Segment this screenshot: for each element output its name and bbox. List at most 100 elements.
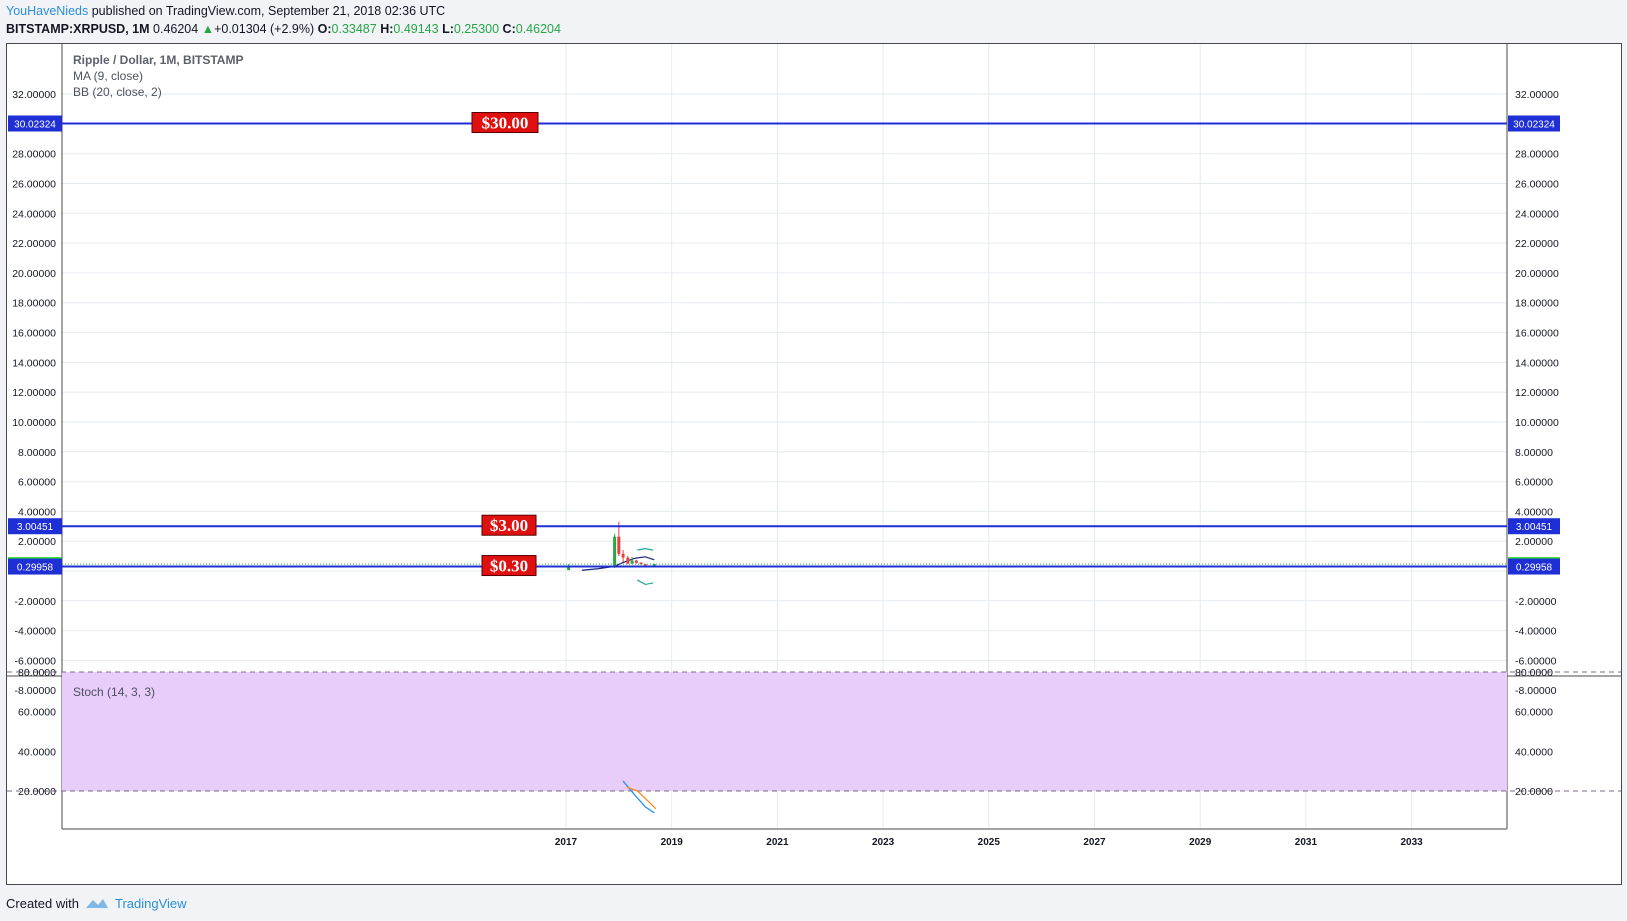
x-tick-label: 2023	[872, 837, 895, 848]
close-label: C:	[502, 22, 516, 36]
y-tick-label-right: 6.00000	[1515, 477, 1553, 489]
y-tick-label-left: 4.00000	[18, 506, 56, 518]
y-tick-label-right: -4.00000	[1515, 626, 1557, 638]
level-axis-tag-right	[1508, 518, 1560, 535]
candle-body	[639, 562, 643, 565]
y-tick-label-right: 12.00000	[1515, 387, 1559, 399]
y-tick-label-right: 26.00000	[1515, 178, 1559, 190]
legend-stoch: Stoch (14, 3, 3)	[73, 685, 156, 699]
y-tick-label-left: 22.00000	[12, 238, 56, 250]
y-tick-label-left: 32.00000	[12, 89, 56, 101]
level-axis-tag-left-text: 3.00451	[17, 522, 54, 533]
price-target-label-text: $0.30	[490, 557, 528, 576]
candle-body	[630, 560, 634, 564]
y-tick-label-right: 18.00000	[1515, 298, 1559, 310]
price-target-label-text: $30.00	[482, 114, 529, 133]
author-link[interactable]: YouHaveNieds	[6, 4, 89, 18]
low-label: L:	[442, 22, 454, 36]
chart-frame[interactable]: 2017 2019 2021 2023 2025 2027 2029 2031 2033 32.0…	[6, 43, 1622, 885]
symbol-info-line: BITSTAMP:XRPUSD, 1M 0.46204 ▲+0.01304 (+…	[6, 22, 561, 36]
y-tick-label-right: 10.00000	[1515, 417, 1559, 429]
candle-body	[617, 536, 621, 554]
open-value: 0.33487	[331, 22, 377, 36]
x-tick-label: 2019	[661, 837, 684, 848]
y-tick-label-left: -2.00000	[15, 596, 57, 608]
y-tick-label-right: 16.00000	[1515, 328, 1559, 340]
x-tick-label: 2017	[555, 837, 578, 848]
y-tick-label-left: 28.00000	[12, 149, 56, 161]
stoch-tick-label-left: 80.0000	[18, 667, 56, 679]
level-axis-tag-left	[8, 115, 62, 132]
candle-body	[567, 566, 571, 571]
level-axis-tag-right-text: 3.00451	[1516, 522, 1553, 533]
symbol-name: BITSTAMP:XRPUSD, 1M	[6, 22, 150, 36]
last-price: 0.46204	[153, 22, 199, 36]
y-tick-label-left: -6.00000	[15, 655, 57, 667]
level-axis-tag-left-text: 30.02324	[14, 120, 56, 131]
y-tick-label-right: -6.00000	[1515, 655, 1557, 667]
price-target-label	[481, 514, 537, 536]
y-tick-label-left: 18.00000	[12, 298, 56, 310]
x-tick-label: 2029	[1189, 837, 1212, 848]
x-tick-label: 2031	[1295, 837, 1318, 848]
open-label: O:	[317, 22, 332, 36]
close-value: 0.46204	[515, 22, 561, 36]
x-tick-label: 2027	[1083, 837, 1106, 848]
y-tick-label-right: 24.00000	[1515, 208, 1559, 220]
x-tick-label: 2021	[766, 837, 789, 848]
y-tick-label-left: 8.00000	[18, 447, 56, 459]
level-axis-tag-right	[1508, 558, 1560, 575]
y-tick-label-right: -8.00000	[1515, 685, 1557, 697]
y-tick-label-left: -4.00000	[15, 626, 57, 638]
level-axis-tag-left-text: 0.29958	[17, 563, 54, 574]
publish-info-line: YouHaveNieds published on TradingView.co…	[6, 4, 445, 18]
stoch-tick-label-right: 80.0000	[1515, 667, 1553, 679]
y-tick-label-right: 8.00000	[1515, 447, 1553, 459]
candle-body	[613, 536, 617, 568]
level-axis-tag-right-text: 30.02324	[1513, 120, 1555, 131]
candle-body	[621, 553, 625, 558]
y-tick-label-left: 10.00000	[12, 417, 56, 429]
stoch-tick-label-right: 40.0000	[1515, 746, 1553, 758]
candle-body	[634, 560, 638, 563]
price-target-label	[481, 555, 537, 577]
y-tick-label-left: 6.00000	[18, 477, 56, 489]
y-tick-label-right: 4.00000	[1515, 506, 1553, 518]
y-tick-label-right: 32.00000	[1515, 89, 1559, 101]
y-tick-label-left: 2.00000	[18, 536, 56, 548]
tradingview-brand-link[interactable]: TradingView	[114, 896, 187, 911]
y-tick-label-left: -8.00000	[15, 685, 57, 697]
created-with-text: Created with	[6, 896, 79, 911]
candle-body	[626, 557, 630, 564]
y-tick-label-right: 28.00000	[1515, 149, 1559, 161]
y-tick-label-left: 14.00000	[12, 357, 56, 369]
y-tick-label-left: 16.00000	[12, 328, 56, 340]
legend-title: Ripple / Dollar, 1M, BITSTAMP	[73, 53, 244, 67]
stoch-tick-label-right: 60.0000	[1515, 707, 1553, 719]
x-tick-label: 2025	[978, 837, 1001, 848]
y-tick-label-right: -2.00000	[1515, 596, 1557, 608]
change-up-icon: ▲	[201, 22, 215, 36]
legend-bb: BB (20, close, 2)	[73, 85, 162, 99]
stoch-line-d	[626, 786, 657, 810]
stoch-tick-label-left: 60.0000	[18, 707, 56, 719]
stoch-tick-label-right: 20.0000	[1515, 786, 1553, 798]
bb-upper-line	[637, 548, 654, 551]
level-axis-tag-right	[1508, 115, 1560, 132]
chart-canvas[interactable]: 2017 2019 2021 2023 2025 2027 2029 2031 2033 32.0…	[7, 44, 1621, 884]
price-target-label	[471, 112, 539, 134]
x-tick-label: 2033	[1400, 837, 1423, 848]
legend-ma: MA (9, close)	[73, 69, 144, 83]
y-tick-label-left: 12.00000	[12, 387, 56, 399]
high-value: 0.49143	[393, 22, 439, 36]
level-axis-tag-left	[8, 518, 62, 535]
level-axis-tag-left	[8, 558, 62, 575]
y-tick-label-left: 24.00000	[12, 208, 56, 220]
stoch-tick-label-left: 20.0000	[18, 786, 56, 798]
change-value: +0.01304 (+2.9%)	[214, 22, 315, 36]
y-tick-label-right: 14.00000	[1515, 357, 1559, 369]
y-tick-label-right: 22.00000	[1515, 238, 1559, 250]
level-axis-tag-right-text: 0.29958	[1516, 563, 1553, 574]
y-tick-label-right: 2.00000	[1515, 536, 1553, 548]
candle-body	[643, 564, 647, 566]
